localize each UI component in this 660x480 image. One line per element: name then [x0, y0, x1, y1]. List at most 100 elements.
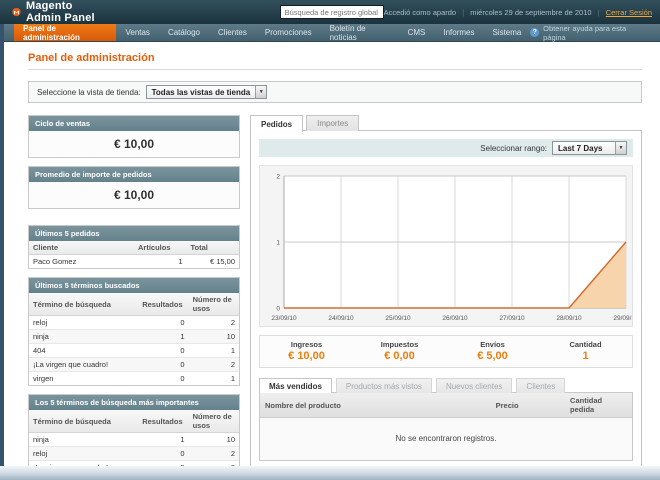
- help-label: Obtener ayuda para esta página: [543, 23, 627, 42]
- window-frame-bottom: [0, 466, 660, 480]
- table-row[interactable]: ¡La virgen que cuadro!02: [29, 460, 239, 466]
- app-title: Magento Admin Panel: [25, 0, 95, 24]
- table-cell: 1: [134, 254, 187, 268]
- title-divider: [28, 69, 642, 70]
- left-column: Ciclo de ventas € 10,00 Promedio de impo…: [28, 115, 240, 466]
- svg-text:1: 1: [276, 240, 280, 247]
- column-header: Precio: [490, 393, 566, 418]
- nav-item-system[interactable]: Sistema: [492, 28, 522, 37]
- dashboard-content: Panel de administración Seleccione la vi…: [4, 43, 660, 466]
- magento-logo-icon: [12, 7, 21, 17]
- table-cell: 0: [138, 315, 189, 330]
- table-row[interactable]: 404 0 1: [29, 343, 239, 358]
- column-header: Total: [186, 241, 239, 255]
- range-select[interactable]: Last 7 Days ▼: [552, 141, 627, 155]
- bestsellers-table: Nombre del producto Precio Cantidad pedi…: [260, 393, 632, 460]
- column-header: Resultados: [138, 410, 189, 433]
- top-search-terms-table: Término de búsqueda Resultados Número de…: [29, 410, 239, 466]
- column-header: Término de búsqueda: [29, 293, 139, 316]
- orders-chart: 23/09/10 24/09/10 25/09/10 26/09/10 27/09/10…: [271, 174, 632, 323]
- last-search-terms-title: Últimos 5 términos buscados: [29, 278, 239, 293]
- column-header: Cliente: [29, 241, 134, 255]
- chart-area: 23/09/10 24/09/10 25/09/10 26/09/10 27/09/10…: [259, 165, 633, 327]
- total-tax: Impuestos € 0,00: [380, 340, 419, 362]
- column-header: Nombre del producto: [260, 393, 491, 418]
- table-row[interactable]: ninja 1 10: [29, 432, 239, 447]
- nav-item-newsletter[interactable]: Boletín de noticias: [329, 23, 366, 42]
- table-cell: 0: [138, 357, 189, 372]
- global-search-input[interactable]: [279, 5, 384, 19]
- svg-text:0: 0: [276, 306, 280, 313]
- nav-item-catalog[interactable]: Catálogo: [167, 28, 200, 37]
- range-selected: Last 7 Days: [558, 143, 603, 153]
- logout-link[interactable]: Cerrar Sesión: [605, 7, 652, 17]
- empty-message: No se encontraron registros.: [260, 417, 632, 460]
- table-row[interactable]: reloj 0 2: [29, 446, 239, 461]
- nav-item-cms[interactable]: CMS: [407, 28, 426, 37]
- table-cell: 1: [138, 432, 189, 447]
- table-cell: 0: [138, 446, 189, 461]
- last-search-terms-table: Término de búsqueda Resultados Número de…: [29, 293, 239, 385]
- column-header: Término de búsqueda: [29, 410, 139, 433]
- svg-text:23/09/10: 23/09/10: [271, 315, 297, 322]
- last-orders-box: Últimos 5 pedidos Cliente Artículos Tota…: [28, 225, 240, 269]
- products-tabs: Más vendidos Productos más vistos Nuevos…: [259, 378, 633, 393]
- top-search-terms-box: Los 5 términos de búsqueda más important…: [28, 394, 240, 466]
- store-view-select[interactable]: Todas las vistas de tienda ▼: [145, 85, 268, 99]
- table-cell: 2: [188, 460, 239, 466]
- tab-new-customers[interactable]: Nuevos clientes: [435, 378, 513, 393]
- nav-item-customers[interactable]: Clientes: [217, 28, 247, 37]
- table-cell: 10: [188, 432, 239, 447]
- average-orders-box: Promedio de importe de pedidos € 10,00: [28, 166, 240, 209]
- tab-customers[interactable]: Clientes: [516, 378, 566, 393]
- table-row[interactable]: ninja 1 10: [29, 329, 239, 344]
- tab-bestsellers[interactable]: Más vendidos: [259, 378, 332, 393]
- column-header: Número de usos: [188, 410, 239, 433]
- page-title: Panel de administración: [28, 52, 155, 64]
- total-quantity: Cantidad 1: [569, 340, 602, 362]
- average-orders-value: € 10,00: [29, 182, 239, 208]
- main-nav: Panel de administración Ventas Catálogo …: [0, 24, 660, 42]
- tab-most-viewed[interactable]: Productos más vistos: [335, 378, 432, 393]
- chevron-down-icon: ▼: [255, 86, 267, 98]
- range-bar: Seleccionar rango: Last 7 Days ▼: [259, 139, 633, 157]
- total-shipping: Envíos € 5,00: [477, 340, 508, 362]
- current-date: miércoles 29 de septiembre de 2010: [470, 7, 592, 17]
- logged-in-text: Accedió como apardo: [383, 7, 457, 17]
- help-icon: ?: [530, 28, 540, 37]
- separator: |: [597, 7, 600, 17]
- table-cell: 2: [188, 357, 239, 372]
- table-cell: € 15,00: [186, 254, 239, 268]
- logo: Magento Admin Panel: [12, 0, 102, 24]
- store-view-label: Seleccione la vista de tienda:: [37, 87, 141, 97]
- table-cell: ninja: [29, 432, 139, 447]
- tab-orders[interactable]: Pedidos: [250, 115, 304, 132]
- right-column: Pedidos Importes Seleccionar rango: Last…: [250, 115, 642, 466]
- top-search-terms-title: Los 5 términos de búsqueda más important…: [29, 395, 239, 410]
- bestsellers-grid: Nombre del producto Precio Cantidad pedi…: [259, 392, 633, 461]
- nav-item-reports[interactable]: Informes: [443, 28, 475, 37]
- nav-item-promotions[interactable]: Promociones: [264, 28, 312, 37]
- nav-item-dashboard[interactable]: Panel de administración: [14, 24, 117, 42]
- nav-items: Panel de administración Ventas Catálogo …: [14, 23, 530, 42]
- nav-item-sales[interactable]: Ventas: [125, 28, 150, 37]
- table-cell: 2: [188, 315, 239, 330]
- table-cell: 1: [188, 343, 239, 358]
- help-link[interactable]: ? Obtener ayuda para esta página: [530, 23, 660, 42]
- svg-text:26/09/10: 26/09/10: [442, 315, 468, 322]
- store-view-selected: Todas las vistas de tienda: [151, 87, 251, 97]
- table-cell: 1: [138, 329, 189, 344]
- table-row[interactable]: reloj 0 2: [29, 315, 239, 330]
- table-row[interactable]: Paco Gomez 1 € 15,00: [29, 254, 239, 268]
- range-label: Seleccionar rango:: [480, 143, 547, 153]
- tab-amounts[interactable]: Importes: [306, 115, 360, 131]
- column-header: Artículos: [134, 241, 187, 255]
- table-row[interactable]: virgen 0 1: [29, 371, 239, 385]
- lifetime-sales-title: Ciclo de ventas: [29, 116, 239, 131]
- table-cell: 404: [29, 343, 139, 358]
- column-header: Resultados: [138, 293, 189, 316]
- table-cell: 0: [138, 371, 189, 385]
- table-cell: reloj: [29, 446, 139, 461]
